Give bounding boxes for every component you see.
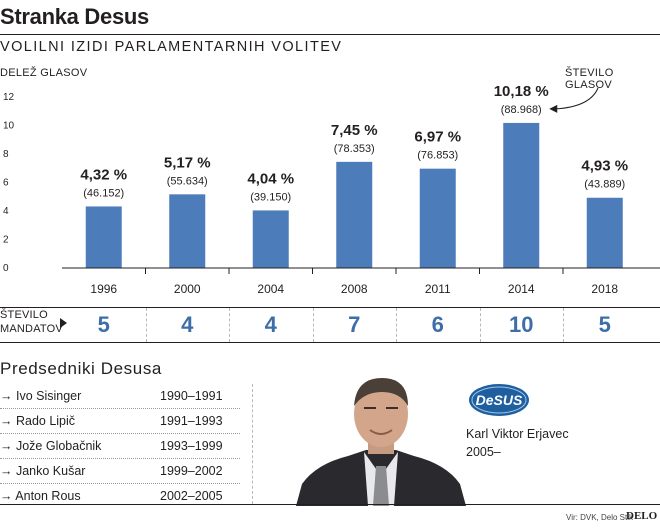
seats-divider bbox=[396, 308, 397, 342]
bar-value-label: 4,04 % bbox=[247, 170, 294, 187]
bar bbox=[586, 197, 623, 268]
bar-value-label: 7,45 % bbox=[331, 122, 378, 139]
bar bbox=[336, 161, 373, 268]
annotation-arrowhead bbox=[549, 104, 558, 113]
bar-votes-label: (76.853) bbox=[417, 150, 458, 162]
president-name: → Anton Rous bbox=[0, 489, 81, 503]
current-president-years: 2005– bbox=[466, 445, 501, 459]
seats-value: 7 bbox=[348, 312, 361, 337]
y-tick-label: 2 bbox=[3, 235, 9, 246]
y-tick-label: 0 bbox=[3, 263, 9, 274]
list-item: → Jože Globačnik 1993–1999 bbox=[0, 434, 240, 459]
y-tick-label: 8 bbox=[3, 149, 9, 160]
seats-divider bbox=[145, 308, 147, 342]
bars: 4,32 % (46.152) 5,17 % (55.634) 4,04 % (39.15… bbox=[80, 83, 628, 268]
x-tick-label: 2018 bbox=[591, 282, 618, 296]
source-note: Vir: DVK, Delo Stik bbox=[566, 513, 633, 522]
bar bbox=[85, 206, 122, 268]
bar-votes-label: (39.150) bbox=[250, 191, 291, 203]
annotation-arrow bbox=[555, 87, 599, 110]
bar-votes-label: (55.634) bbox=[167, 175, 208, 187]
president-name: → Jože Globačnik bbox=[0, 439, 102, 453]
bar-votes-label: (43.889) bbox=[584, 179, 625, 191]
list-item: → Rado Lipič 1991–1993 bbox=[0, 409, 240, 434]
x-axis-ticks: 1996 2000 2004 2008 2011 2014 2018 bbox=[90, 268, 618, 296]
bar-value-label: 4,32 % bbox=[80, 166, 127, 183]
seats-divider bbox=[229, 308, 230, 342]
bar-votes-label: (88.968) bbox=[501, 104, 542, 116]
bar-votes-label: (46.152) bbox=[83, 187, 124, 199]
seats-value: 4 bbox=[264, 312, 277, 337]
seats-value: 5 bbox=[598, 312, 611, 337]
seats-value: 4 bbox=[181, 312, 194, 337]
title-divider bbox=[0, 34, 660, 35]
page-title: Stranka Desus bbox=[0, 4, 149, 29]
footer-rule bbox=[0, 504, 660, 505]
president-years: 2002–2005 bbox=[160, 489, 223, 503]
svg-text:DeSUS: DeSUS bbox=[476, 392, 523, 408]
portrait-image bbox=[296, 378, 466, 506]
x-tick-label: 2011 bbox=[425, 282, 451, 296]
bar-value-label: 5,17 % bbox=[164, 154, 211, 171]
seats-label: ŠTEVILO MANDATOV bbox=[0, 309, 63, 335]
president-years: 1991–1993 bbox=[160, 414, 223, 428]
president-years: 1990–1991 bbox=[160, 389, 223, 403]
y-axis-ticks: 0 2 4 6 8 10 12 bbox=[3, 92, 15, 274]
list-item: → Ivo Sisinger 1990–1991 bbox=[0, 384, 240, 409]
bar bbox=[503, 122, 540, 268]
seats-divider bbox=[479, 308, 481, 342]
bar bbox=[419, 168, 456, 268]
list-item: → Anton Rous 2002–2005 bbox=[0, 484, 240, 508]
bar-value-label: 6,97 % bbox=[414, 129, 461, 146]
y-axis-label: DELEŽ GLASOV bbox=[0, 67, 88, 79]
x-tick-label: 2000 bbox=[174, 282, 201, 296]
president-years: 1993–1999 bbox=[160, 439, 223, 453]
president-years: 1999–2002 bbox=[160, 464, 223, 478]
presidents-title: Predsedniki Desusa bbox=[0, 359, 162, 378]
president-name: → Ivo Sisinger bbox=[0, 389, 82, 403]
section-divider bbox=[252, 384, 253, 504]
list-item: → Janko Kušar 1999–2002 bbox=[0, 459, 240, 484]
current-president-name: Karl Viktor Erjavec bbox=[466, 427, 569, 441]
y-tick-label: 6 bbox=[3, 178, 9, 189]
chart-subtitle: VOLILNI IZIDI PARLAMENTARNIH VOLITEV bbox=[0, 39, 343, 55]
bar-votes-label: (78.353) bbox=[334, 143, 375, 155]
bar-value-label: 4,93 % bbox=[581, 158, 628, 175]
bar bbox=[252, 210, 289, 268]
x-tick-label: 2014 bbox=[508, 282, 535, 296]
votes-annotation: ŠTEVILO GLASOV bbox=[565, 67, 614, 91]
delo-logo: DELO bbox=[626, 510, 658, 522]
desus-logo: DeSUS bbox=[469, 384, 529, 416]
bar bbox=[169, 194, 206, 268]
seats-value: 10 bbox=[509, 312, 534, 337]
x-tick-label: 2004 bbox=[257, 282, 284, 296]
seats-divider bbox=[312, 308, 314, 342]
seats-value: 5 bbox=[97, 312, 110, 337]
seats-bottom-rule bbox=[0, 342, 660, 343]
seats-top-rule bbox=[0, 307, 660, 308]
president-name: → Janko Kušar bbox=[0, 464, 86, 478]
seats-arrow-icon bbox=[60, 318, 67, 328]
seats-value: 6 bbox=[431, 312, 444, 337]
x-tick-label: 1996 bbox=[90, 282, 117, 296]
y-tick-label: 10 bbox=[3, 121, 15, 132]
bar-value-label: 10,18 % bbox=[494, 83, 549, 100]
presidents-list: → Ivo Sisinger 1990–1991 → Rado Lipič 19… bbox=[0, 384, 240, 508]
seats-divider bbox=[563, 308, 564, 342]
y-tick-label: 12 bbox=[3, 92, 15, 103]
president-name: → Rado Lipič bbox=[0, 414, 76, 428]
y-tick-label: 4 bbox=[3, 206, 9, 217]
x-tick-label: 2008 bbox=[341, 282, 368, 296]
